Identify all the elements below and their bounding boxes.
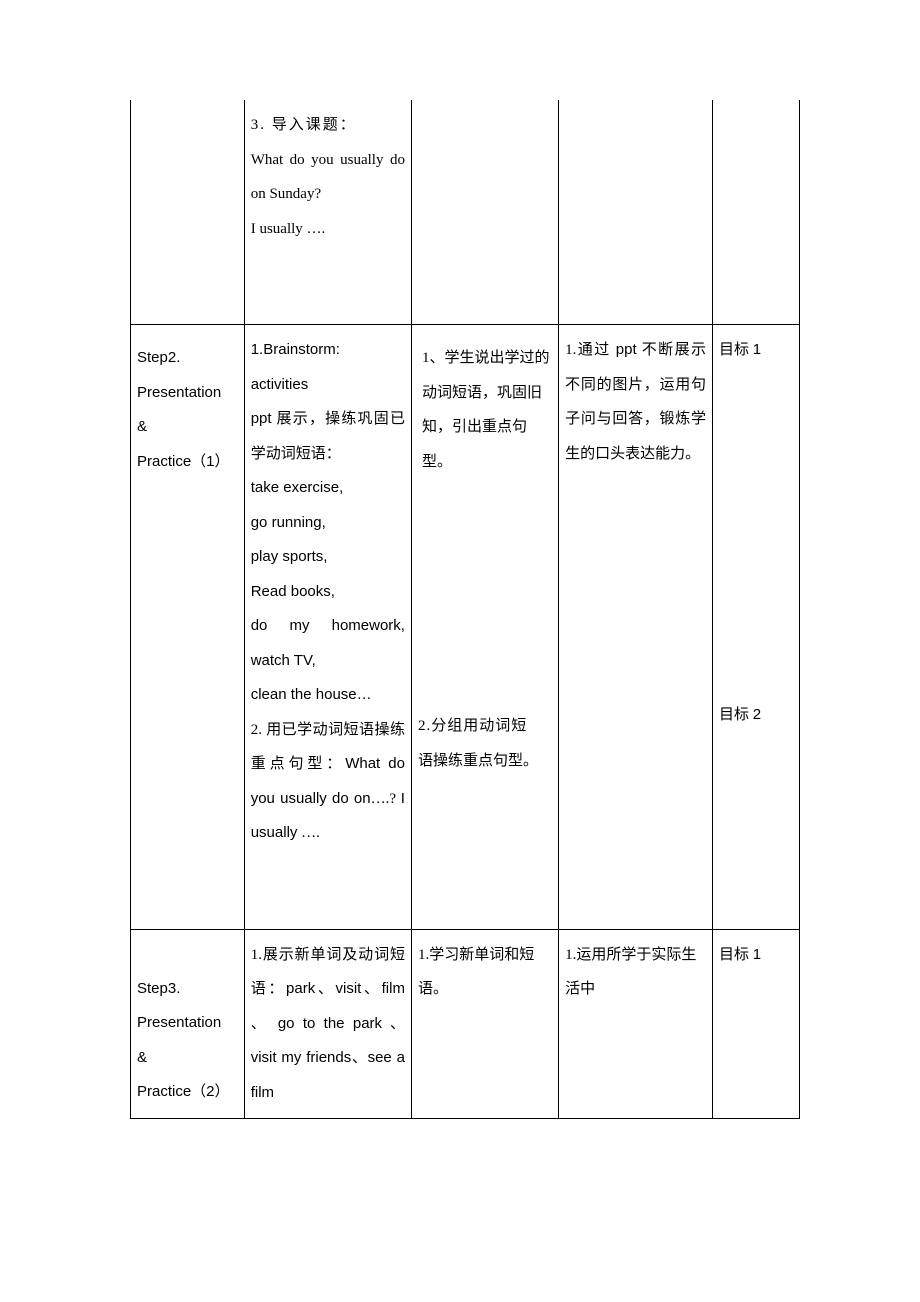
lesson-plan-table: 3. 导入课题： What do you usually do on Sunda… <box>130 100 800 1119</box>
cell-teacher: 3. 导入课题： What do you usually do on Sunda… <box>244 100 411 325</box>
text-line: 目标 1 <box>719 333 793 368</box>
text-line: Read books, <box>251 575 405 610</box>
cell-teacher: 1.展示新单词及动词短语：park、visit、film 、 go to the… <box>244 929 411 1119</box>
text-line: 3. 导入课题： <box>251 108 405 143</box>
cell-student: 1.学习新单词和短语。 <box>411 929 558 1119</box>
text-line: clean the house… <box>251 678 405 713</box>
cell-purpose <box>559 100 713 325</box>
table-row: Step2. Presentation & Practice（1） 1.Brai… <box>131 325 800 930</box>
cell-purpose: 1.运用所学于实际生活中 <box>559 929 713 1119</box>
text-line: 目标 2 <box>719 698 793 733</box>
cell-target <box>713 100 800 325</box>
cell-step <box>131 100 245 325</box>
cell-purpose: 1.通过 ppt 不断展示不同的图片，运用句子问与回答，锻炼学生的口头表达能力。 <box>559 325 713 930</box>
text-line: play sports, <box>251 540 405 575</box>
table-row: Step3. Presentation & Practice（2） 1.展示新单… <box>131 929 800 1119</box>
text-line: Practice（2） <box>137 1075 238 1110</box>
text-line: Presentation <box>137 376 238 411</box>
cell-teacher: 1.Brainstorm: activities ppt 展示，操练巩固已学动词… <box>244 325 411 930</box>
text-line: 1.学习新单词和短语。 <box>418 938 552 1007</box>
table-row: 3. 导入课题： What do you usually do on Sunda… <box>131 100 800 325</box>
text-line: & <box>137 1041 238 1076</box>
text-line: 目标 1 <box>719 938 793 973</box>
cell-target: 目标 1 目标 2 <box>713 325 800 930</box>
text-line: 1.通过 ppt 不断展示不同的图片，运用句子问与回答，锻炼学生的口头表达能力。 <box>565 333 706 471</box>
text-line: 2. 用已学动词短语操练重点句型：What do you usually do … <box>251 713 405 851</box>
text-line: Step3. <box>137 972 238 1007</box>
text-line: 1.展示新单词及动词短语：park、visit、film 、 go to the… <box>251 938 405 1111</box>
text-line: take exercise, <box>251 471 405 506</box>
text-line: & <box>137 410 238 445</box>
cell-step: Step3. Presentation & Practice（2） <box>131 929 245 1119</box>
text-line: 1.运用所学于实际生活中 <box>565 938 706 1007</box>
cell-student: 1、学生说出学过的动词短语，巩固旧知，引出重点句型。 2.分组用动词短 语操练重… <box>411 325 558 930</box>
text-line: Step2. <box>137 341 238 376</box>
text-line: 2.分组用动词短 <box>418 709 552 744</box>
text-line: ppt 展示，操练巩固已学动词短语： <box>251 402 405 471</box>
text-line: do my homework, watch TV, <box>251 609 405 678</box>
text-line: 1、学生说出学过的动词短语，巩固旧知，引出重点句型。 <box>418 341 552 479</box>
text-line: 1.Brainstorm: <box>251 333 405 368</box>
text-line: go running, <box>251 506 405 541</box>
text-line: activities <box>251 368 405 403</box>
text-line: What do you usually do on Sunday? <box>251 143 405 212</box>
text-line: Practice（1） <box>137 445 238 480</box>
cell-target: 目标 1 <box>713 929 800 1119</box>
text-line: Presentation <box>137 1006 238 1041</box>
text-line: 语操练重点句型。 <box>418 744 552 779</box>
text-line: I usually …. <box>251 212 405 247</box>
cell-step: Step2. Presentation & Practice（1） <box>131 325 245 930</box>
cell-student <box>411 100 558 325</box>
